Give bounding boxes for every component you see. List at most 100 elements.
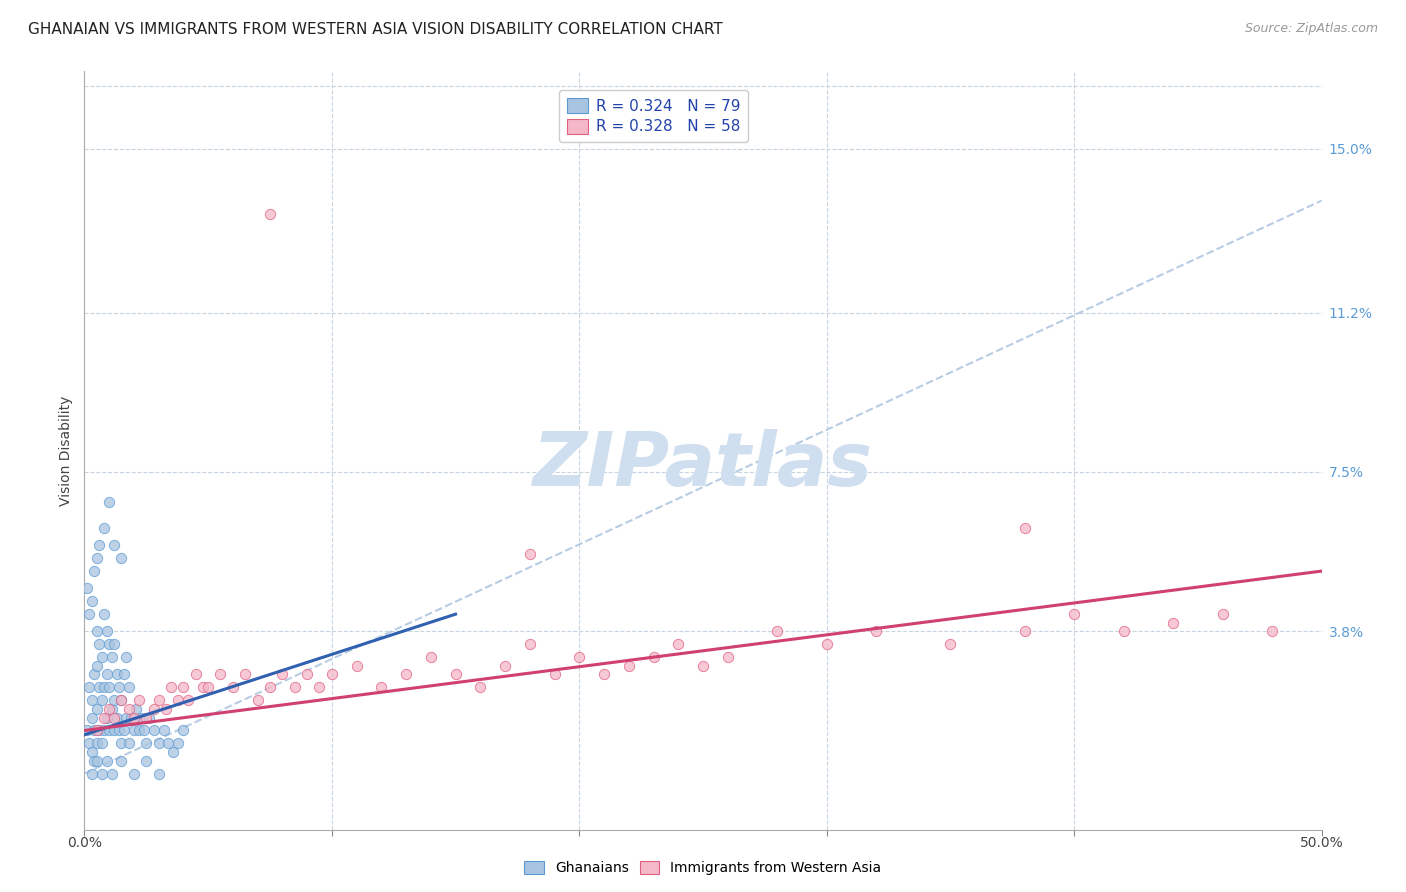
Text: ZIPatlas: ZIPatlas xyxy=(533,429,873,502)
Point xyxy=(766,624,789,639)
Y-axis label: Vision Disability: Vision Disability xyxy=(59,395,73,506)
Point xyxy=(112,667,135,681)
Point xyxy=(98,681,121,695)
Point xyxy=(142,723,165,738)
Point xyxy=(1212,607,1234,622)
Point xyxy=(519,547,541,561)
Point xyxy=(222,681,245,695)
Point xyxy=(80,710,103,724)
Point xyxy=(93,710,115,724)
Point xyxy=(86,723,108,738)
Point xyxy=(138,710,160,724)
Point xyxy=(103,710,125,724)
Legend: R = 0.324   N = 79, R = 0.328   N = 58: R = 0.324 N = 79, R = 0.328 N = 58 xyxy=(560,90,748,142)
Point xyxy=(692,658,714,673)
Point xyxy=(172,681,194,695)
Point xyxy=(259,681,281,695)
Point xyxy=(110,736,132,750)
Point xyxy=(110,693,132,707)
Point xyxy=(96,624,118,639)
Point xyxy=(79,681,101,695)
Point xyxy=(1014,521,1036,535)
Point xyxy=(419,650,441,665)
Point xyxy=(96,667,118,681)
Point xyxy=(86,551,108,566)
Point xyxy=(568,650,591,665)
Point xyxy=(103,538,125,552)
Point xyxy=(110,754,132,768)
Point xyxy=(118,736,141,750)
Point xyxy=(96,710,118,724)
Point xyxy=(108,723,131,738)
Point xyxy=(284,681,307,695)
Point xyxy=(100,766,122,780)
Point xyxy=(593,667,616,681)
Text: Source: ZipAtlas.com: Source: ZipAtlas.com xyxy=(1244,22,1378,36)
Point xyxy=(98,637,121,651)
Point xyxy=(110,551,132,566)
Point xyxy=(346,658,368,673)
Point xyxy=(89,681,111,695)
Point xyxy=(129,710,152,724)
Point xyxy=(1112,624,1135,639)
Point xyxy=(80,693,103,707)
Point xyxy=(108,681,131,695)
Point xyxy=(308,681,330,695)
Point xyxy=(98,495,121,509)
Point xyxy=(1161,615,1184,630)
Point xyxy=(167,736,190,750)
Point xyxy=(100,650,122,665)
Point xyxy=(125,702,148,716)
Point xyxy=(80,766,103,780)
Point xyxy=(135,754,157,768)
Point xyxy=(370,681,392,695)
Point xyxy=(83,723,105,738)
Point xyxy=(98,723,121,738)
Point xyxy=(103,693,125,707)
Point xyxy=(132,723,155,738)
Point xyxy=(233,667,256,681)
Point xyxy=(86,754,108,768)
Point xyxy=(86,702,108,716)
Point xyxy=(172,723,194,738)
Point xyxy=(86,736,108,750)
Point xyxy=(122,710,145,724)
Text: 0.0%: 0.0% xyxy=(67,836,101,849)
Point xyxy=(103,637,125,651)
Point xyxy=(148,693,170,707)
Point xyxy=(395,667,418,681)
Point xyxy=(83,667,105,681)
Point xyxy=(717,650,740,665)
Point xyxy=(115,710,138,724)
Point xyxy=(83,564,105,578)
Point xyxy=(122,723,145,738)
Point xyxy=(321,667,343,681)
Point xyxy=(271,667,294,681)
Point xyxy=(115,650,138,665)
Point xyxy=(118,702,141,716)
Point xyxy=(160,681,183,695)
Point xyxy=(643,650,665,665)
Point xyxy=(76,582,98,596)
Text: GHANAIAN VS IMMIGRANTS FROM WESTERN ASIA VISION DISABILITY CORRELATION CHART: GHANAIAN VS IMMIGRANTS FROM WESTERN ASIA… xyxy=(28,22,723,37)
Point xyxy=(105,667,128,681)
Point xyxy=(86,624,108,639)
Point xyxy=(815,637,838,651)
Point xyxy=(90,766,112,780)
Point xyxy=(79,607,101,622)
Point xyxy=(148,736,170,750)
Point xyxy=(939,637,962,651)
Point xyxy=(162,745,184,759)
Point xyxy=(105,710,128,724)
Point xyxy=(167,693,190,707)
Point xyxy=(209,667,232,681)
Point xyxy=(93,681,115,695)
Point xyxy=(246,693,269,707)
Text: 50.0%: 50.0% xyxy=(1299,836,1344,849)
Point xyxy=(444,667,467,681)
Point xyxy=(259,206,281,220)
Point xyxy=(93,607,115,622)
Point xyxy=(157,736,180,750)
Point xyxy=(110,693,132,707)
Point xyxy=(90,650,112,665)
